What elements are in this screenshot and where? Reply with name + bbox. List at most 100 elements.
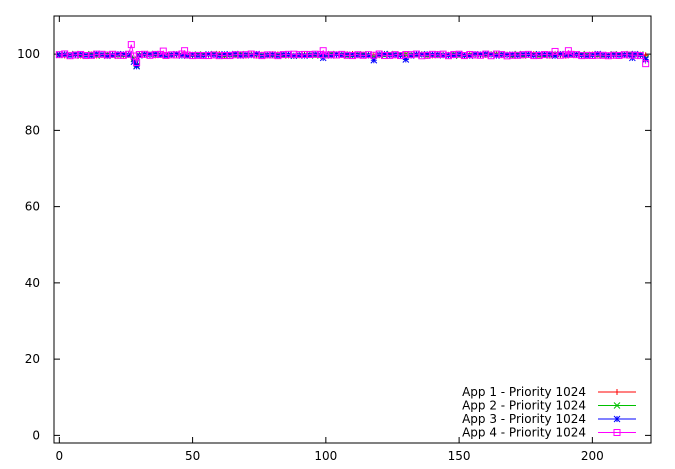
data-point (349, 52, 356, 60)
data-point (263, 51, 271, 59)
x-tick-label: 200 (581, 449, 604, 463)
data-point (98, 50, 106, 58)
data-point (503, 52, 511, 60)
data-point (567, 50, 575, 58)
data-point (194, 51, 202, 59)
data-point (205, 52, 213, 60)
data-point (114, 51, 122, 59)
data-point (285, 50, 293, 58)
legend-marker (614, 389, 620, 395)
data-point (103, 51, 111, 59)
data-point (460, 52, 468, 60)
data-point (434, 51, 442, 59)
legend-marker (613, 415, 621, 423)
data-point (189, 52, 197, 60)
data-point (295, 51, 303, 59)
data-point (396, 52, 404, 60)
data-point (119, 51, 127, 59)
data-point (343, 51, 351, 59)
data-point (77, 50, 85, 58)
data-point (540, 51, 548, 59)
data-point (588, 51, 596, 59)
data-point (162, 52, 170, 60)
data-point (215, 52, 223, 60)
data-point (322, 51, 330, 59)
data-point (556, 51, 564, 59)
legend-label: App 1 - Priority 1024 (462, 385, 586, 399)
data-point (583, 51, 591, 59)
data-point (402, 51, 410, 59)
legend-label: App 3 - Priority 1024 (462, 412, 586, 426)
series-3 (55, 50, 650, 70)
data-point (93, 50, 101, 58)
data-point (375, 50, 383, 58)
data-point (471, 51, 479, 59)
axis-ticks: 0 50 100 150 200 0 20 40 60 80 100 (17, 16, 651, 463)
data-point (482, 50, 490, 58)
data-point (604, 52, 612, 60)
data-point (253, 51, 261, 59)
data-point (492, 50, 500, 58)
y-tick-label: 100 (17, 47, 40, 61)
data-point (135, 51, 143, 59)
x-tick-label: 150 (448, 449, 471, 463)
data-point (642, 60, 650, 68)
data-point (631, 51, 639, 59)
data-point (599, 51, 607, 59)
data-point (386, 51, 394, 59)
plot-frame (53, 15, 652, 444)
data-point (428, 50, 436, 58)
data-point (620, 51, 628, 59)
data-point (141, 50, 149, 58)
data-point (530, 52, 538, 60)
data-point (146, 51, 154, 59)
data-point (333, 51, 341, 59)
data-point (359, 51, 367, 59)
data-point (237, 51, 245, 59)
data-point (66, 52, 74, 60)
data-point (301, 50, 309, 58)
data-point (311, 50, 319, 58)
data-point (231, 51, 239, 59)
x-tick-label: 50 (185, 449, 200, 463)
data-point (615, 51, 623, 59)
data-point (127, 41, 135, 49)
data-point (167, 51, 175, 59)
data-point (487, 52, 495, 60)
data-point (444, 52, 452, 60)
data-point (199, 52, 207, 60)
data-point (306, 50, 314, 58)
data-point (524, 50, 532, 58)
data-point (55, 51, 63, 59)
data-point (551, 47, 559, 55)
series-4 (55, 41, 650, 68)
data-point (613, 429, 621, 436)
data-point (151, 50, 159, 58)
data-point (519, 51, 527, 59)
data-point (210, 51, 218, 59)
data-point (636, 52, 644, 60)
data-point (572, 51, 580, 59)
data-point (71, 51, 79, 59)
data-point (498, 51, 506, 59)
x-tick-label: 0 (56, 449, 64, 463)
data-point (87, 51, 95, 59)
data-point (221, 52, 229, 60)
data-point (610, 51, 618, 59)
data-point (183, 51, 191, 59)
data-point (61, 50, 69, 58)
data-point (364, 51, 372, 59)
data-point (391, 51, 399, 59)
data-point (242, 51, 250, 59)
data-point (327, 51, 335, 59)
x-tick-label: 100 (314, 449, 337, 463)
data-point (290, 50, 298, 58)
data-point (578, 52, 586, 60)
data-point (412, 50, 420, 58)
data-point (274, 52, 282, 60)
legend-marker (613, 402, 621, 409)
data-point (125, 50, 133, 58)
data-point (594, 51, 602, 59)
